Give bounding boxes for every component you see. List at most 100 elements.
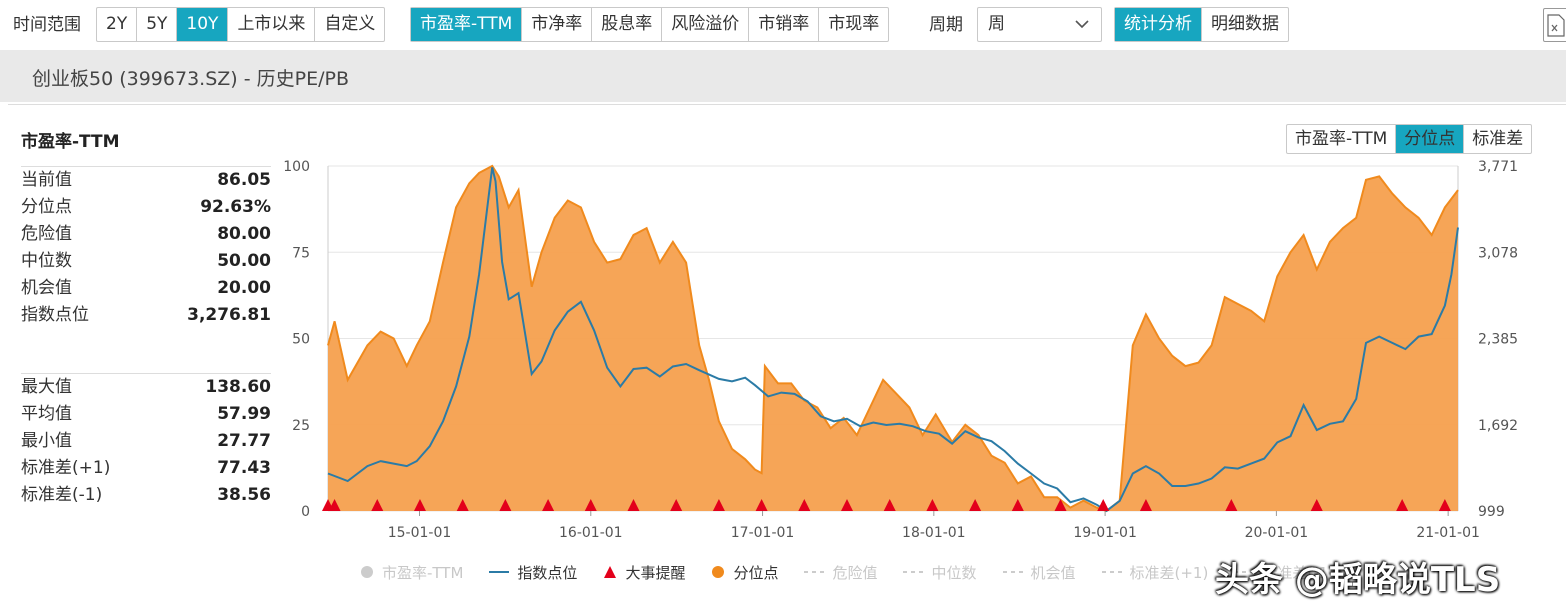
range-5y-button[interactable]: 5Y [137, 8, 178, 41]
metric-pb-button[interactable]: 市净率 [522, 8, 593, 41]
triangle-icon [604, 566, 617, 578]
stat-label: 标准差(-1) [21, 485, 103, 505]
stat-row: 标准差(-1) 38.56 [21, 482, 271, 509]
period-label: 周期 [929, 15, 963, 35]
metric-risk-premium-button[interactable]: 风险溢价 [662, 8, 750, 41]
view-stats-button[interactable]: 统计分析 [1115, 8, 1202, 41]
chart-legend: 市盈率-TTM 指数点位 大事提醒 分位点 危险值 中位数 机会值 标准差(+1… [360, 562, 1360, 582]
stats-secondary: 最大值 138.60 平均值 57.99 最小值 27.77 标准差(+1) 77.43… [21, 373, 271, 509]
period-select[interactable]: 周 [977, 7, 1102, 42]
event-marker [969, 499, 982, 511]
stat-row: 标准差(+1) 77.43 [21, 455, 271, 482]
legend-item-stddev-minus[interactable]: 标准差(-1) [1234, 562, 1334, 583]
stat-value: 50.00 [217, 251, 271, 271]
legend-item-index[interactable]: 指数点位 [489, 562, 577, 583]
event-marker [413, 499, 426, 511]
y-left-tick-label: 25 [292, 418, 310, 434]
y-left-tick-label: 100 [283, 159, 310, 175]
legend-item-pe[interactable]: 市盈率-TTM [360, 562, 463, 583]
circle-icon [712, 566, 725, 578]
event-marker [328, 499, 341, 511]
legend-item-danger[interactable]: 危险值 [804, 562, 877, 583]
stat-row: 当前值 86.05 [21, 167, 271, 194]
subtitle-bar: 创业板50 (399673.SZ) - 历史PE/PB [0, 50, 1566, 102]
legend-label: 中位数 [931, 563, 977, 582]
event-marker [1225, 499, 1238, 511]
metric-button-group: 市盈率-TTM 市净率 股息率 风险溢价 市销率 市现率 [410, 7, 890, 42]
stat-value: 20.00 [217, 278, 271, 298]
event-marker [798, 499, 811, 511]
legend-item-opportunity[interactable]: 机会值 [1002, 562, 1076, 583]
range-2y-button[interactable]: 2Y [97, 8, 138, 41]
stat-value: 57.99 [217, 404, 271, 424]
event-marker [670, 499, 683, 511]
mode-stddev-button[interactable]: 标准差 [1472, 129, 1524, 149]
stat-label: 最小值 [21, 431, 72, 451]
y-right-tick-label: 1,692 [1478, 418, 1518, 434]
range-custom-button[interactable]: 自定义 [324, 14, 376, 34]
legend-label: 大事提醒 [625, 563, 686, 582]
event-marker [584, 499, 597, 511]
metric-pe-ttm-button[interactable]: 市盈率-TTM [411, 8, 523, 41]
y-right-tick-label: 3,771 [1478, 159, 1518, 175]
stat-value: 3,276.81 [187, 305, 271, 325]
excel-file-icon [1547, 14, 1565, 37]
stats-primary: 当前值 86.05 分位点 92.63% 危险值 80.00 中位数 50.00 机会值… [21, 166, 271, 329]
stat-value: 80.00 [217, 224, 271, 244]
period-select-value: 周 [988, 14, 1005, 34]
event-marker [1054, 499, 1067, 511]
metric-ps-button[interactable]: 市销率 [749, 8, 820, 41]
event-marker [371, 499, 384, 511]
view-button-group: 统计分析 明细数据 [1114, 7, 1289, 42]
stat-label: 中位数 [21, 251, 72, 271]
x-tick-label: 15-01-01 [388, 525, 452, 541]
chart-mode-group: 市盈率-TTM 分位点 标准差 [1286, 124, 1533, 154]
range-since-listing-button[interactable]: 上市以来 [228, 8, 316, 41]
mode-pe-button[interactable]: 市盈率-TTM [1287, 125, 1397, 153]
percentile-line [327, 164, 1459, 513]
event-marker [883, 499, 896, 511]
metric-pcf-button[interactable]: 市现率 [828, 14, 880, 34]
y-right-tick-label: 999 [1478, 504, 1505, 520]
stat-label: 当前值 [21, 170, 72, 190]
mode-percentile-button[interactable]: 分位点 [1396, 125, 1465, 153]
stat-row: 指数点位 3,276.81 [21, 302, 271, 329]
stat-label: 最大值 [21, 377, 72, 397]
export-excel-icon[interactable] [1543, 8, 1566, 42]
stat-row: 最小值 27.77 [21, 428, 271, 455]
y-left-tick-label: 75 [292, 245, 310, 261]
x-tick-label: 19-01-01 [1073, 525, 1137, 541]
legend-label: 危险值 [832, 563, 878, 582]
event-marker [456, 499, 469, 511]
percentile-area [328, 166, 1458, 511]
x-tick-label: 20-01-01 [1245, 525, 1309, 541]
y-right-tick-label: 2,385 [1478, 332, 1518, 348]
range-10y-button[interactable]: 10Y [177, 8, 229, 41]
metric-dividend-yield-button[interactable]: 股息率 [592, 8, 663, 41]
stat-row: 平均值 57.99 [21, 401, 271, 428]
panel-title: 市盈率-TTM [21, 132, 120, 152]
legend-item-events[interactable]: 大事提醒 [603, 562, 685, 583]
stat-label: 指数点位 [21, 305, 89, 325]
line-icon [489, 571, 510, 573]
event-marker [1310, 499, 1323, 511]
x-tick-label: 21-01-01 [1416, 525, 1480, 541]
view-detail-button[interactable]: 明细数据 [1211, 14, 1279, 34]
x-tick-label: 17-01-01 [731, 525, 795, 541]
legend-label: 机会值 [1030, 563, 1076, 582]
stat-value: 38.56 [217, 485, 271, 505]
stat-label: 标准差(+1) [21, 458, 111, 478]
stat-label: 分位点 [21, 197, 72, 217]
legend-item-percentile[interactable]: 分位点 [711, 562, 778, 583]
stat-value: 138.60 [205, 377, 271, 397]
legend-label: 标准差(+1) [1129, 563, 1209, 582]
dash-icon [1002, 571, 1023, 573]
stat-row: 最大值 138.60 [21, 374, 271, 401]
legend-item-median[interactable]: 中位数 [903, 562, 977, 583]
event-marker [542, 499, 555, 511]
x-tick-label: 18-01-01 [902, 525, 966, 541]
chevron-down-icon [1075, 20, 1089, 29]
legend-item-stddev-plus[interactable]: 标准差(+1) [1101, 562, 1209, 583]
y-left-tick-label: 50 [292, 332, 310, 348]
legend-label: 标准差(-1) [1262, 563, 1335, 582]
